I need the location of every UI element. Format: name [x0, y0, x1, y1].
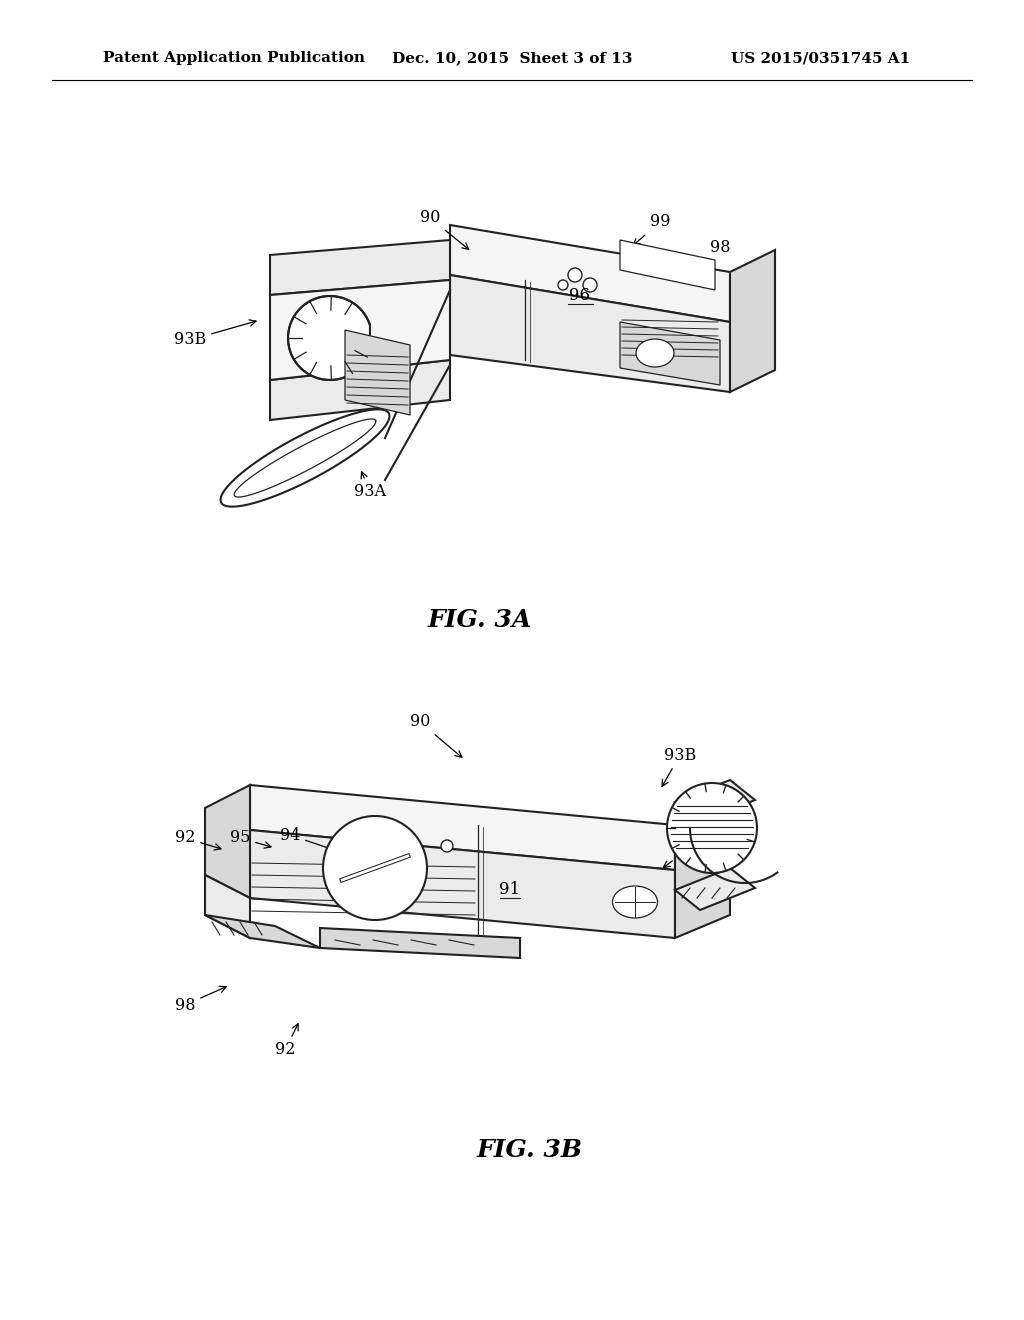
Text: 90: 90 [420, 210, 469, 249]
Text: 99: 99 [633, 214, 671, 246]
Circle shape [583, 279, 597, 292]
Polygon shape [675, 869, 755, 909]
Polygon shape [270, 240, 450, 294]
Text: 98: 98 [175, 986, 226, 1014]
Polygon shape [250, 830, 675, 939]
Polygon shape [270, 280, 450, 380]
Text: 93B: 93B [663, 747, 696, 787]
Circle shape [323, 816, 427, 920]
Polygon shape [205, 875, 250, 939]
Text: FIG. 3B: FIG. 3B [477, 1138, 583, 1162]
Polygon shape [620, 240, 715, 290]
Circle shape [568, 268, 582, 282]
Polygon shape [205, 915, 319, 948]
Polygon shape [450, 275, 730, 392]
Polygon shape [319, 928, 520, 958]
Polygon shape [220, 409, 389, 507]
Polygon shape [450, 224, 730, 322]
Circle shape [558, 280, 568, 290]
Text: US 2015/0351745 A1: US 2015/0351745 A1 [731, 51, 910, 65]
Text: 93B: 93B [174, 319, 256, 348]
Text: 92: 92 [175, 829, 221, 850]
Text: 92: 92 [274, 1024, 298, 1059]
Ellipse shape [636, 339, 674, 367]
Text: 93A: 93A [354, 471, 386, 500]
Text: 90: 90 [410, 714, 462, 758]
Polygon shape [205, 785, 250, 898]
Text: Patent Application Publication: Patent Application Publication [103, 51, 365, 65]
Text: FIG. 3A: FIG. 3A [428, 609, 532, 632]
Circle shape [667, 783, 757, 873]
Polygon shape [288, 296, 370, 380]
Polygon shape [675, 803, 730, 939]
Polygon shape [675, 780, 755, 822]
Polygon shape [250, 785, 675, 870]
Text: 91: 91 [500, 882, 520, 899]
Ellipse shape [612, 886, 657, 917]
Text: 93A: 93A [664, 840, 706, 867]
Text: 96: 96 [569, 286, 591, 304]
Text: 98: 98 [702, 239, 730, 275]
Text: 95: 95 [229, 829, 271, 849]
Polygon shape [345, 330, 410, 414]
Circle shape [441, 840, 453, 851]
Text: Dec. 10, 2015  Sheet 3 of 13: Dec. 10, 2015 Sheet 3 of 13 [392, 51, 632, 65]
Text: 94: 94 [280, 826, 336, 851]
Polygon shape [730, 249, 775, 392]
Polygon shape [620, 322, 720, 385]
Polygon shape [270, 360, 450, 420]
